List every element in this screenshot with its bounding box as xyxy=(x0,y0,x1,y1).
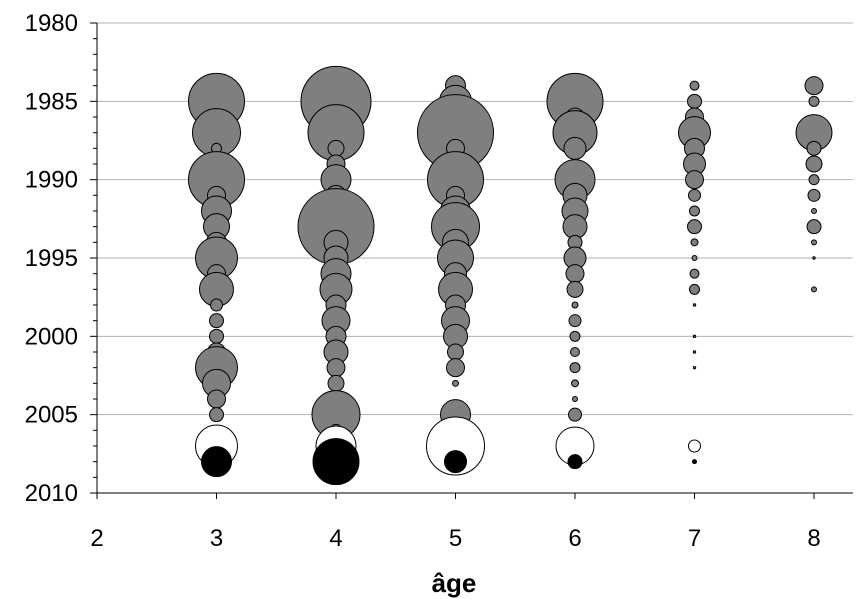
x-tick-label: 5 xyxy=(449,525,462,552)
x-tick-label: 6 xyxy=(568,525,581,552)
bubble-point xyxy=(568,407,582,422)
bubble-point xyxy=(685,170,704,190)
bubble-point xyxy=(692,365,697,370)
bubble-point xyxy=(447,343,464,361)
x-tick-label: 8 xyxy=(807,525,820,552)
bubble-point xyxy=(570,347,580,357)
bubble-point xyxy=(201,446,232,478)
bubble-point xyxy=(563,136,587,160)
bubble-point xyxy=(209,407,224,423)
x-tick-label: 2 xyxy=(90,525,103,552)
bubble-point xyxy=(312,438,360,486)
bubble-point xyxy=(808,174,820,186)
bubble-point xyxy=(426,416,485,476)
bubble-point xyxy=(811,208,817,214)
bubble-point xyxy=(692,459,697,465)
bubble-point xyxy=(444,450,467,474)
bubble-point xyxy=(688,188,701,202)
bubbles xyxy=(188,65,833,486)
bubble-point xyxy=(806,219,822,235)
y-tick-labels: 1980 1985 1990 1995 2000 2005 2010 xyxy=(25,10,78,507)
bubble-point xyxy=(811,239,817,246)
y-tick-label: 1995 xyxy=(25,245,78,272)
y-tick-label: 2010 xyxy=(25,480,78,507)
bubble-point xyxy=(689,268,700,279)
x-tick-label: 7 xyxy=(688,525,701,552)
bubble-point xyxy=(210,298,223,312)
bubble-point xyxy=(569,330,581,342)
bubble-point xyxy=(565,264,585,284)
bubble-point xyxy=(811,286,817,293)
bubble-point xyxy=(691,255,698,261)
bubble-point xyxy=(571,301,579,309)
bubble-point xyxy=(689,80,700,91)
bubble-point xyxy=(568,314,582,328)
bubble-point xyxy=(572,396,578,402)
bubble-point xyxy=(808,95,820,107)
bubble-point xyxy=(207,389,226,409)
y-tick-label: 2000 xyxy=(25,323,78,350)
bubble-point xyxy=(807,188,821,202)
bubble-point xyxy=(326,358,346,378)
bubble-point xyxy=(687,219,702,235)
x-tick-labels: 2 3 4 5 6 7 8 xyxy=(90,493,821,552)
bubble-point xyxy=(812,256,816,260)
y-tick-label: 1985 xyxy=(25,88,78,115)
y-tick-label: 1990 xyxy=(25,167,78,194)
bubble-point xyxy=(692,334,697,339)
bubble-point xyxy=(689,283,700,295)
bubble-point xyxy=(687,93,702,109)
bubble-point xyxy=(569,362,581,374)
bubble-point xyxy=(692,303,697,307)
x-tick-label: 4 xyxy=(329,525,342,552)
bubble-point xyxy=(690,238,699,247)
bubble-point xyxy=(209,328,224,344)
bubble-point xyxy=(567,454,583,470)
x-tick-label: 3 xyxy=(210,525,223,552)
bubble-point xyxy=(806,140,822,156)
bubble-point xyxy=(804,76,824,96)
y-tick-label: 1980 xyxy=(25,10,78,37)
bubble-point xyxy=(452,379,459,387)
bubble-point xyxy=(327,139,345,157)
bubble-point xyxy=(805,155,823,173)
bubble-point xyxy=(446,358,465,378)
bubble-point xyxy=(571,379,579,388)
bubble-point xyxy=(689,205,700,217)
y-minor-ticks xyxy=(90,22,97,494)
bubble-point xyxy=(209,313,224,329)
bubble-point xyxy=(692,350,697,354)
bubble-point xyxy=(566,280,584,298)
x-axis-title: âge xyxy=(432,568,477,598)
bubble-point xyxy=(688,439,701,453)
y-tick-label: 2005 xyxy=(25,402,78,429)
bubble-point xyxy=(327,374,345,392)
